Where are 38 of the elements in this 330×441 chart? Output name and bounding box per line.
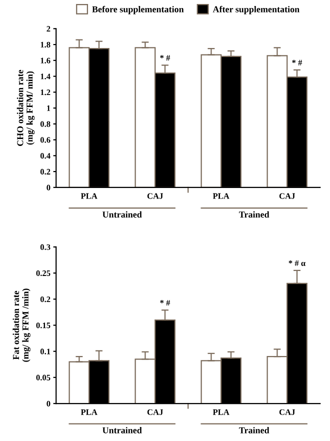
data-label: * # xyxy=(160,300,170,306)
y-tick-label: 1 xyxy=(47,105,50,111)
y-tick-label: 1.4 xyxy=(40,74,50,80)
y-tick-label: 0.6 xyxy=(40,137,50,143)
x-tick-label: CAJ xyxy=(147,193,163,199)
data-label: * # xyxy=(292,60,302,66)
x-tick-label: PLA xyxy=(212,409,230,415)
text: Trained xyxy=(239,427,270,434)
legend-label: Before supplementation xyxy=(92,6,184,14)
x-tick-label: CAJ xyxy=(279,193,295,199)
x-tick-label: PLA xyxy=(80,409,98,415)
y-axis-title: Fat oxidation rate (mg/ kg FFM /min) xyxy=(12,288,30,362)
y-tick-label: 0 xyxy=(46,184,50,190)
y-tick-label: 1.2 xyxy=(40,90,50,96)
y-tick-label: 0.1 xyxy=(40,348,50,354)
data-label: * # α xyxy=(288,260,306,266)
x-tick-label: CAJ xyxy=(147,409,163,415)
y-tick-label: 0.4 xyxy=(40,153,50,159)
x-tick-label: PLA xyxy=(80,193,98,199)
y-tick-label: 0.25 xyxy=(36,270,50,276)
y-tick-label: 0.3 xyxy=(40,244,50,250)
y-tick-label: 1.8 xyxy=(40,42,50,48)
y-tick-label: 0 xyxy=(46,400,50,406)
x-tick-label: CAJ xyxy=(279,409,295,415)
y-tick-label: 1.6 xyxy=(40,58,50,64)
y-tick-label: 2 xyxy=(46,26,50,32)
y-axis-title: CHO oxidation rate (mg/ kg FFM/ min) xyxy=(16,70,35,146)
text: Untrained xyxy=(102,427,142,434)
y-tick-label: 0.8 xyxy=(40,121,50,127)
y-tick-label: 0.05 xyxy=(36,374,50,380)
data-label: * # xyxy=(160,55,170,61)
y-tick-label: 0.2 xyxy=(40,296,50,302)
y-tick-label: 0.15 xyxy=(36,322,50,328)
x-tick-label: PLA xyxy=(212,193,230,199)
text: Untrained xyxy=(102,211,142,218)
y-tick-label: 0.2 xyxy=(40,168,50,175)
text: Trained xyxy=(239,211,270,218)
legend-label: After supplementation xyxy=(212,6,300,14)
